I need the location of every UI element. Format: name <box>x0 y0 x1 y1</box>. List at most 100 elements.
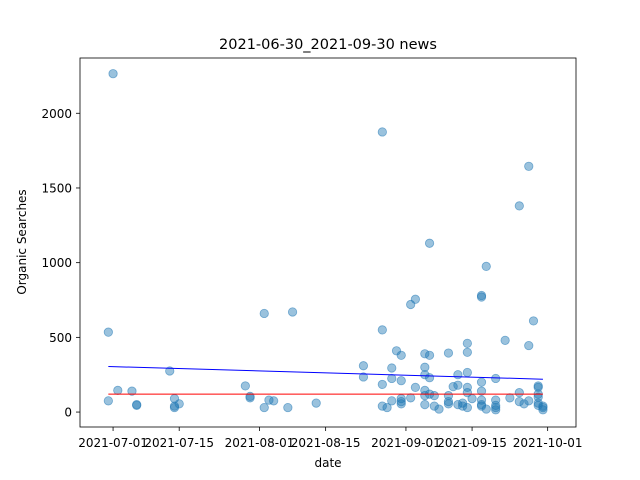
data-point <box>264 395 274 405</box>
x-axis-label: date <box>314 456 341 470</box>
data-point <box>538 401 548 411</box>
x-tick-label: 2021-09-15 <box>437 436 507 450</box>
data-point <box>467 394 477 404</box>
data-point <box>420 370 430 380</box>
data-point <box>424 350 435 360</box>
data-point <box>420 399 430 410</box>
data-point <box>240 381 250 391</box>
data-point <box>505 393 515 403</box>
y-axis-ticks: 0 500 1000 1500 2000 <box>41 107 80 420</box>
data-point <box>476 386 487 396</box>
data-point <box>174 399 184 409</box>
data-point <box>429 401 439 411</box>
x-tick-label: 2021-08-01 <box>225 436 295 450</box>
data-point <box>387 396 397 406</box>
data-point <box>358 372 369 382</box>
data-point <box>453 370 463 380</box>
data-point <box>410 382 420 393</box>
data-point <box>443 396 454 407</box>
data-point <box>500 335 510 345</box>
data-point <box>259 308 269 319</box>
data-point <box>113 385 123 395</box>
data-point <box>514 396 524 407</box>
y-tick-label: 1500 <box>41 181 72 195</box>
data-point <box>443 348 454 358</box>
data-point <box>476 292 487 302</box>
data-point <box>377 325 387 335</box>
data-point <box>103 396 113 406</box>
data-point <box>519 399 529 409</box>
data-point <box>387 363 397 373</box>
x-tick-label: 2021-07-01 <box>78 436 148 450</box>
points-layer <box>103 69 548 415</box>
y-tick-label: 0 <box>64 406 72 420</box>
data-point <box>481 404 491 414</box>
data-point <box>420 362 430 372</box>
data-point <box>382 402 392 413</box>
data-point <box>491 373 501 384</box>
data-point <box>358 361 369 371</box>
y-tick-label: 500 <box>49 331 72 345</box>
data-point <box>524 396 534 406</box>
x-tick-label: 2021-07-15 <box>144 436 214 450</box>
data-point <box>377 379 387 390</box>
data-point <box>462 338 472 348</box>
data-point <box>387 373 397 384</box>
data-point <box>434 404 444 414</box>
y-tick-label: 2000 <box>41 107 72 121</box>
x-tick-label: 2021-10-01 <box>513 436 583 450</box>
data-point <box>481 261 491 271</box>
data-point <box>491 395 501 405</box>
data-point <box>538 405 548 415</box>
data-point <box>108 69 118 79</box>
data-point <box>514 388 524 398</box>
data-point <box>269 396 279 406</box>
trend-line <box>108 365 543 380</box>
lines-layer <box>108 365 543 395</box>
data-point <box>259 402 269 413</box>
data-point <box>462 402 472 413</box>
data-point <box>491 400 501 410</box>
x-tick-label: 2021-08-15 <box>291 436 361 450</box>
data-point <box>424 373 435 383</box>
data-point <box>443 399 454 409</box>
data-point <box>406 393 416 403</box>
data-point <box>514 201 524 211</box>
chart-title: 2021-06-30_2021-09-30 news <box>219 37 437 53</box>
data-point <box>524 340 534 351</box>
data-point <box>476 377 487 387</box>
data-point <box>169 401 180 411</box>
data-point <box>453 380 463 390</box>
plot-frame <box>79 57 577 428</box>
data-point <box>132 400 142 410</box>
data-point <box>410 294 420 304</box>
x-tick-label: 2021-09-01 <box>371 436 441 450</box>
data-point <box>424 238 435 248</box>
y-tick-label: 1000 <box>41 256 72 270</box>
data-point <box>396 396 406 407</box>
y-axis-label: Organic Searches <box>15 189 29 294</box>
data-point <box>245 393 255 403</box>
data-point <box>524 161 534 171</box>
data-point <box>127 386 137 396</box>
data-point <box>396 399 406 409</box>
data-point <box>491 402 501 413</box>
data-point <box>462 388 472 398</box>
data-point <box>103 327 113 337</box>
data-point <box>396 350 406 360</box>
data-point <box>476 401 487 411</box>
data-point <box>311 398 321 408</box>
data-point <box>528 316 539 326</box>
data-point <box>462 367 472 378</box>
data-point <box>533 381 543 391</box>
data-point <box>429 391 439 401</box>
data-point <box>462 347 472 357</box>
data-point <box>287 307 298 317</box>
data-point <box>165 366 175 376</box>
data-point <box>283 402 293 413</box>
data-point <box>377 127 387 137</box>
data-point <box>462 382 472 393</box>
